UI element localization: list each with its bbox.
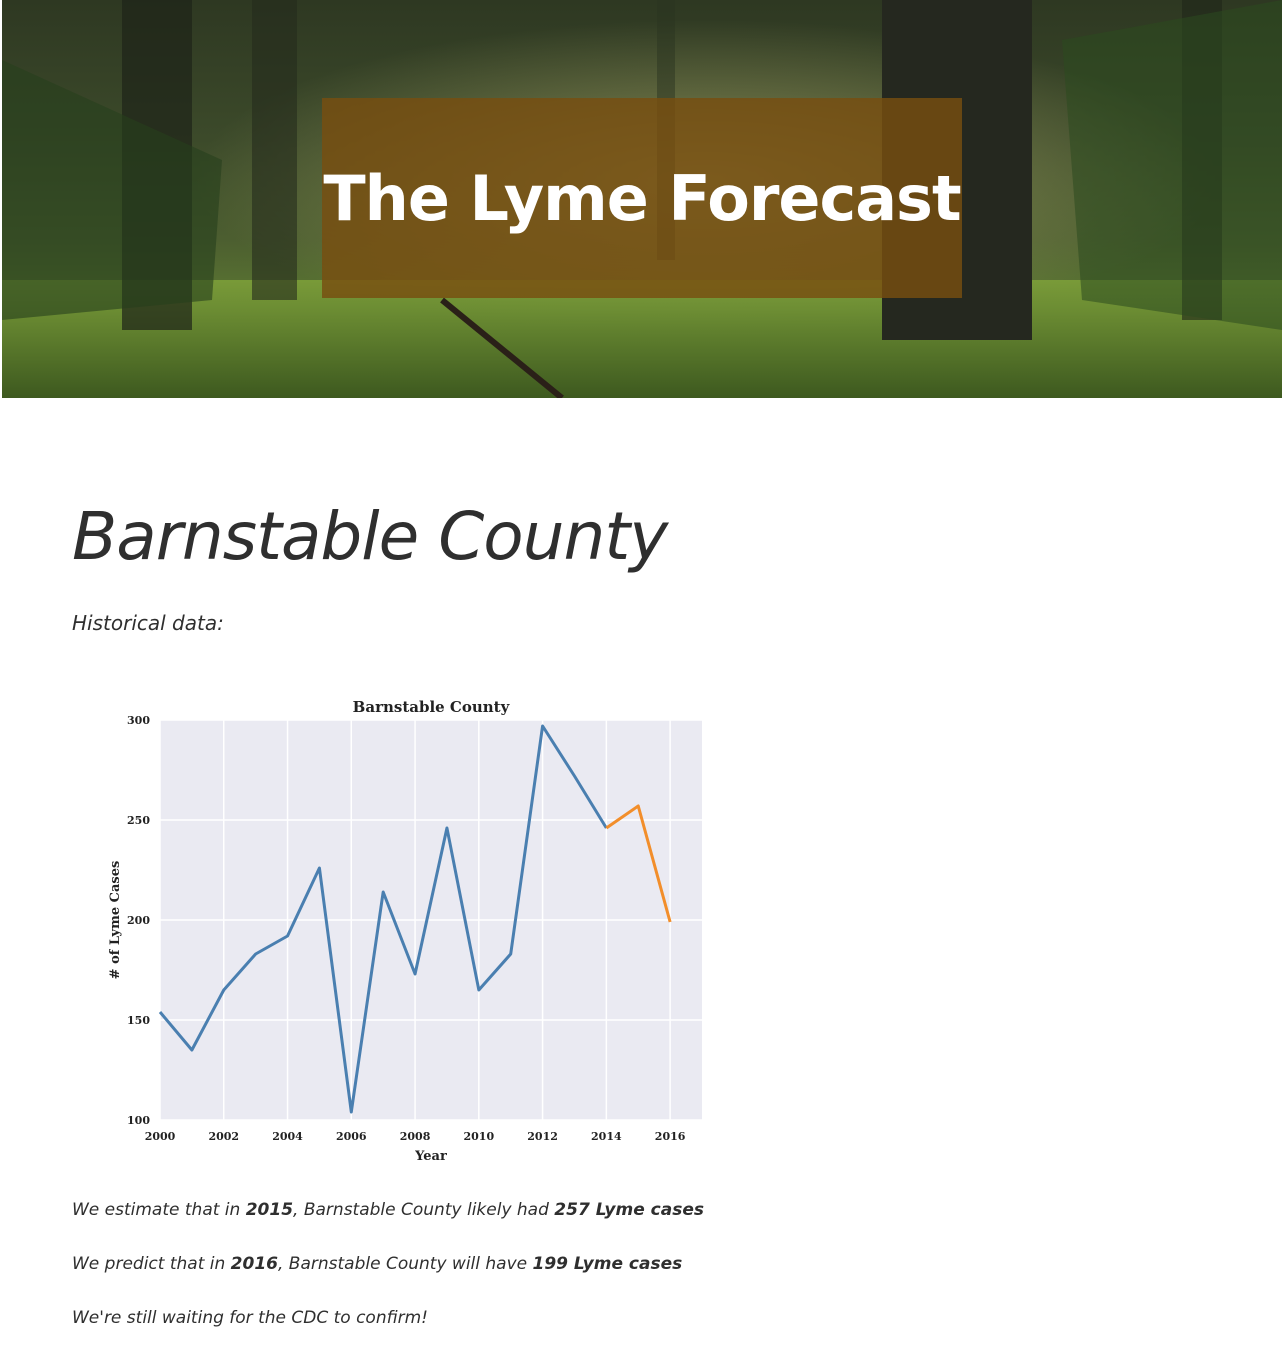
chart-svg: 2000 2002 2004 2006 2008 2010 2012 2014 2016 100 1… — [108, 698, 702, 1164]
lyme-cases-chart: 2000 2002 2004 2006 2008 2010 2012 2014 2016 100 1… — [100, 690, 720, 1174]
x-tick-label: 2010 — [464, 1130, 495, 1143]
forest-background-image — [2, 0, 1282, 398]
y-tick-label: 250 — [127, 814, 150, 827]
x-tick-label: 2012 — [527, 1130, 558, 1143]
prediction-value: 199 Lyme cases — [532, 1254, 683, 1274]
y-tick-label: 150 — [127, 1014, 150, 1027]
county-title: Barnstable County — [72, 498, 668, 575]
prediction-prefix: We predict that in — [72, 1254, 231, 1274]
site-title: The Lyme Forecast — [323, 161, 961, 235]
prediction-statement: We predict that in 2016, Barnstable Coun… — [72, 1254, 682, 1274]
estimate-value: 257 Lyme cases — [554, 1200, 704, 1220]
y-axis-label: # of Lyme Cases — [108, 861, 123, 980]
series-line-2 — [605, 804, 672, 923]
chart-title: Barnstable County — [353, 698, 511, 716]
y-tick-label: 100 — [127, 1114, 150, 1127]
x-tick-label: 2004 — [272, 1130, 303, 1143]
prediction-year: 2016 — [230, 1254, 278, 1274]
x-tick-label: 2008 — [400, 1130, 431, 1143]
waiting-statement: We're still waiting for the CDC to confi… — [72, 1308, 428, 1328]
x-axis-label: Year — [414, 1149, 447, 1164]
historical-data-label: Historical data: — [72, 611, 224, 635]
x-tick-label: 2016 — [655, 1130, 686, 1143]
hero-banner: The Lyme Forecast — [2, 0, 1282, 398]
x-tick-label: 2002 — [208, 1130, 239, 1143]
estimate-middle: , Barnstable County likely had — [293, 1200, 555, 1220]
y-tick-label: 200 — [127, 914, 150, 927]
estimate-statement: We estimate that in 2015, Barnstable Cou… — [72, 1200, 704, 1220]
y-tick-label: 300 — [127, 714, 150, 727]
x-tick-label: 2014 — [591, 1130, 622, 1143]
estimate-prefix: We estimate that in — [72, 1200, 246, 1220]
x-tick-label: 2000 — [145, 1130, 176, 1143]
prediction-middle: , Barnstable County will have — [278, 1254, 533, 1274]
estimate-year: 2015 — [245, 1200, 294, 1220]
site-title-box: The Lyme Forecast — [322, 98, 962, 298]
x-tick-label: 2006 — [336, 1130, 367, 1143]
main-content: Barnstable County Historical data: — [72, 498, 1222, 635]
series-line-1 — [158, 724, 608, 1114]
